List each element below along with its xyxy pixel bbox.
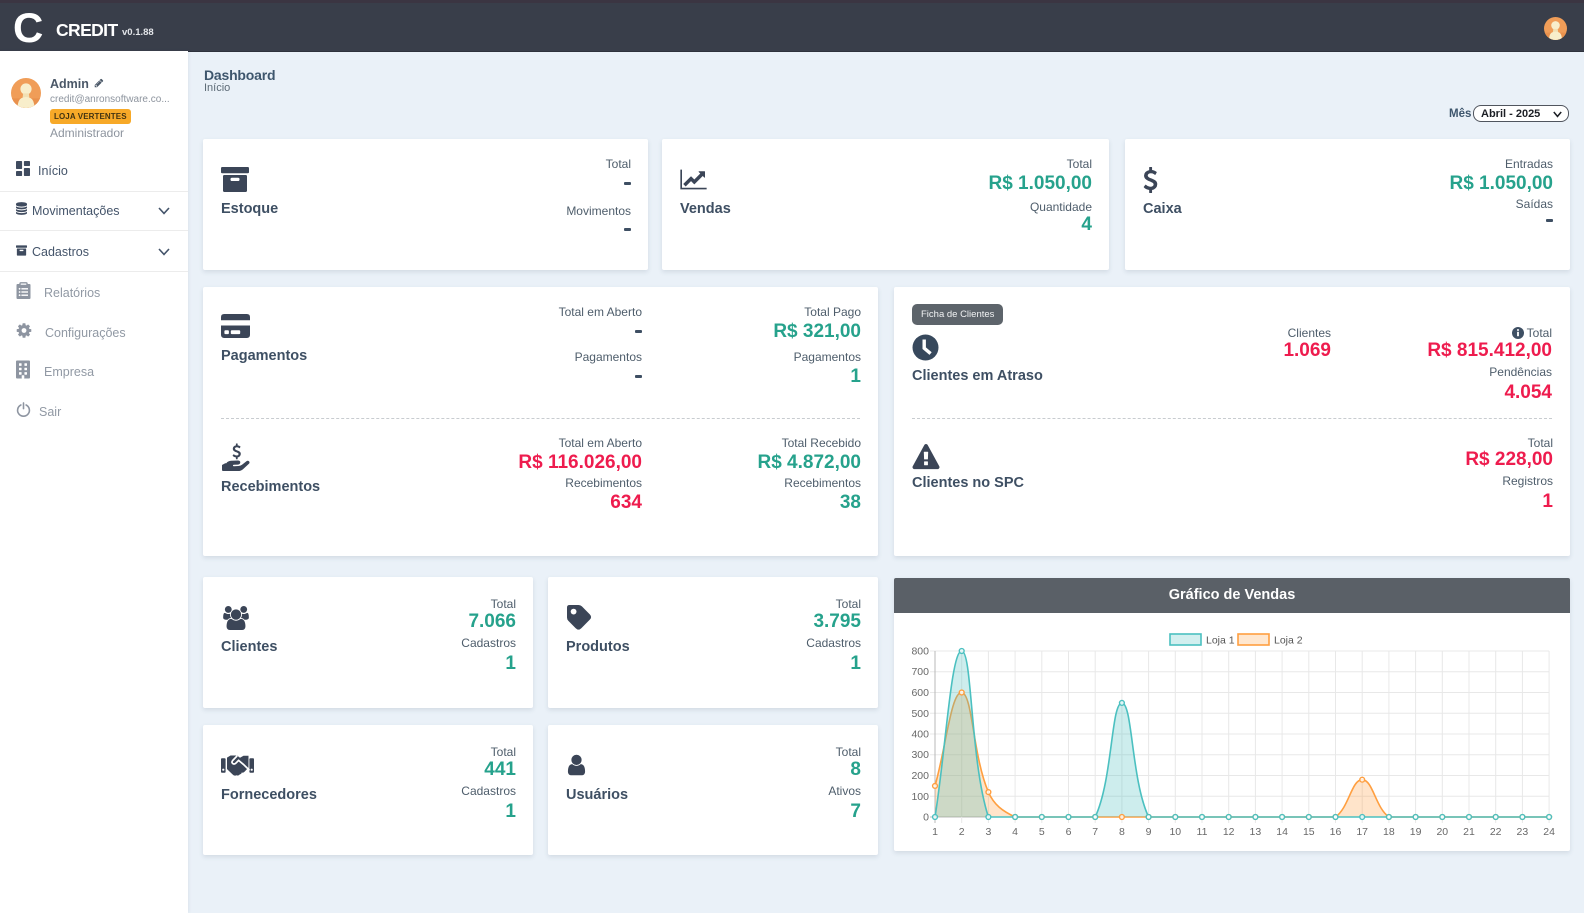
- svg-text:200: 200: [911, 770, 929, 782]
- svg-text:24: 24: [1543, 826, 1555, 838]
- svg-text:7: 7: [1092, 826, 1098, 838]
- svg-text:19: 19: [1410, 826, 1422, 838]
- svg-text:Loja 1: Loja 1: [1206, 635, 1235, 647]
- svg-text:23: 23: [1517, 826, 1529, 838]
- svg-text:400: 400: [911, 729, 929, 741]
- svg-text:10: 10: [1169, 826, 1181, 838]
- svg-text:5: 5: [1039, 826, 1045, 838]
- svg-text:800: 800: [911, 646, 929, 658]
- svg-text:14: 14: [1276, 826, 1288, 838]
- svg-text:16: 16: [1330, 826, 1342, 838]
- svg-text:12: 12: [1223, 826, 1235, 838]
- svg-text:4: 4: [1012, 826, 1018, 838]
- svg-text:300: 300: [911, 749, 929, 761]
- svg-text:20: 20: [1436, 826, 1448, 838]
- svg-text:21: 21: [1463, 826, 1475, 838]
- svg-text:22: 22: [1490, 826, 1502, 838]
- svg-text:9: 9: [1146, 826, 1152, 838]
- svg-text:18: 18: [1383, 826, 1395, 838]
- svg-text:11: 11: [1197, 826, 1208, 838]
- svg-text:700: 700: [911, 666, 929, 678]
- svg-text:6: 6: [1066, 826, 1072, 838]
- svg-text:1: 1: [932, 826, 938, 838]
- svg-text:0: 0: [923, 812, 929, 824]
- svg-text:17: 17: [1356, 826, 1368, 838]
- svg-text:8: 8: [1119, 826, 1125, 838]
- svg-text:Loja 2: Loja 2: [1274, 635, 1303, 647]
- svg-text:15: 15: [1303, 826, 1315, 838]
- svg-text:3: 3: [985, 826, 991, 838]
- svg-text:600: 600: [911, 687, 929, 699]
- svg-text:500: 500: [911, 708, 929, 720]
- svg-text:100: 100: [911, 791, 929, 803]
- svg-text:2: 2: [959, 826, 965, 838]
- svg-text:13: 13: [1250, 826, 1262, 838]
